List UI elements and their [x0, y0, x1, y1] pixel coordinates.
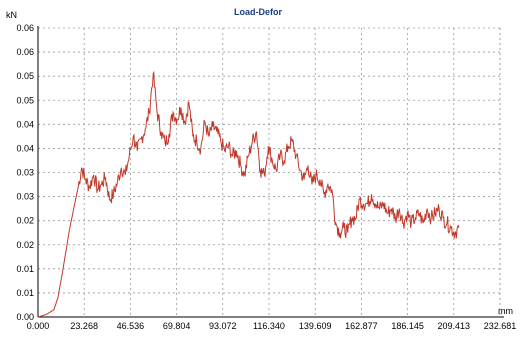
- x-tick-label: 162.877: [345, 321, 378, 331]
- chart-title: Load-Defor: [234, 7, 282, 17]
- x-tick-label: 0.000: [27, 321, 50, 331]
- series-layer: [37, 70, 460, 318]
- y-tick-label: 0.01: [16, 264, 34, 274]
- y-tick-label: 0.06: [16, 23, 34, 33]
- y-tick-label: 0.00: [16, 312, 34, 322]
- y-unit-label: kN: [6, 10, 17, 20]
- y-tick-label: 0.02: [16, 240, 34, 250]
- y-tick-label: 0.02: [16, 216, 34, 226]
- x-tick-label: 69.804: [163, 321, 191, 331]
- y-tick-label: 0.06: [16, 47, 34, 57]
- x-tick-label: 209.413: [438, 321, 471, 331]
- y-tick-label: 0.04: [16, 119, 34, 129]
- y-tick-label: 0.04: [16, 143, 34, 153]
- load-deformation-line: [37, 70, 460, 318]
- x-tick-label: 139.609: [299, 321, 332, 331]
- x-unit-label: mm: [498, 306, 513, 316]
- x-tick-label: 23.268: [70, 321, 98, 331]
- y-tick-label: 0.05: [16, 95, 34, 105]
- x-tick-label: 232.681: [484, 321, 517, 331]
- tick-labels: 0.000 23.268 46.536 69.804 93.072 116.340 139.…: [16, 23, 516, 331]
- y-tick-label: 0.01: [16, 288, 34, 298]
- x-tick-label: 116.340: [253, 321, 285, 331]
- x-tick-label: 93.072: [209, 321, 237, 331]
- y-tick-label: 0.03: [16, 168, 34, 178]
- axis-layer: [37, 26, 504, 318]
- y-tick-label: 0.05: [16, 71, 34, 81]
- grid-layer: [38, 27, 501, 317]
- x-tick-label: 46.536: [117, 321, 145, 331]
- x-tick-label: 186.145: [391, 321, 424, 331]
- y-tick-label: 0.03: [16, 192, 34, 202]
